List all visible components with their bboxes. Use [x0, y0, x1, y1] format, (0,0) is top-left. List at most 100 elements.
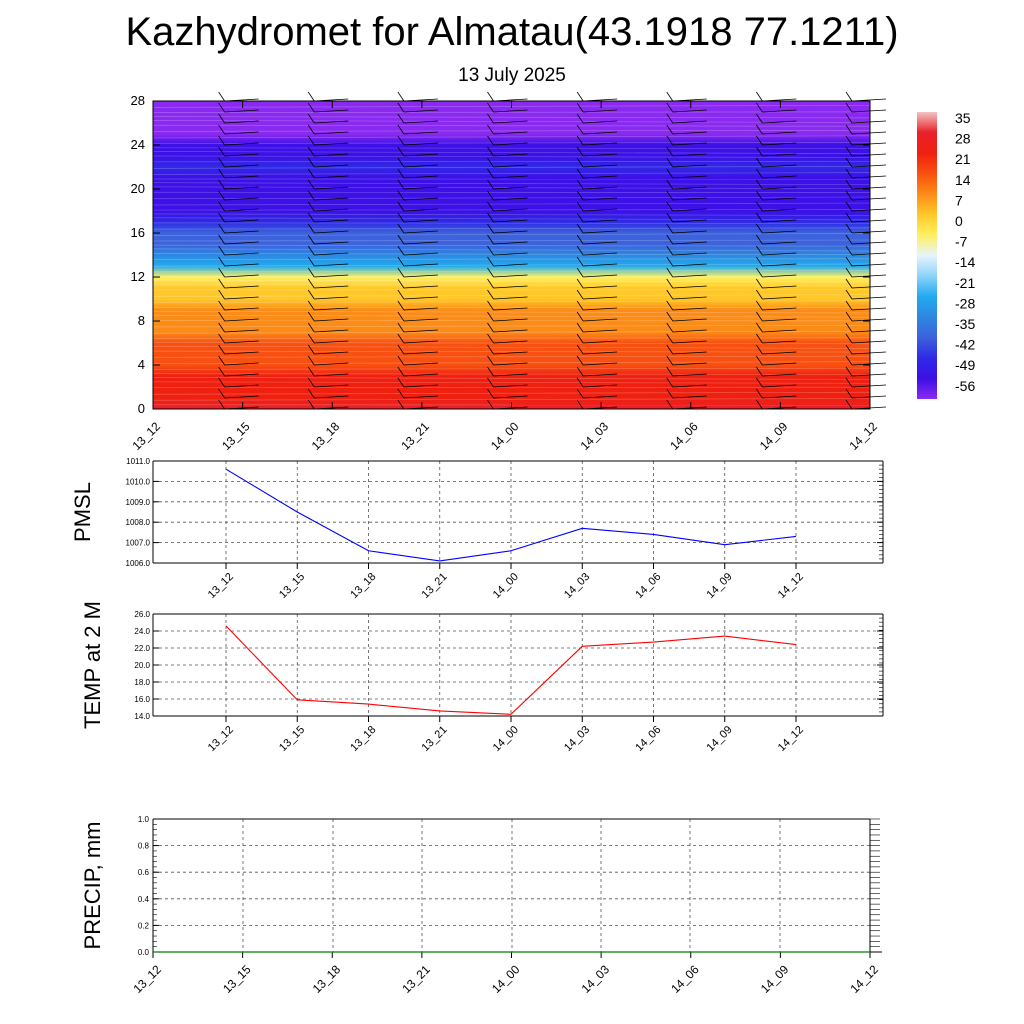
- wind-barb-flag: [576, 344, 584, 355]
- wind-barb-shaft: [672, 197, 707, 201]
- x-tick-label: 14_09: [705, 571, 735, 601]
- contour-line: [152, 213, 871, 216]
- y-tick-label: 1010.0: [126, 477, 151, 486]
- wind-barb-shaft: [851, 384, 887, 388]
- wind-barb-shaft: [314, 296, 349, 300]
- wind-barb-shaft: [493, 263, 528, 267]
- y-tick-label: 1008.0: [126, 518, 151, 527]
- wind-barb-shaft: [493, 219, 528, 223]
- y-tick-label: 20.0: [134, 661, 150, 670]
- x-tick-label: 14_06: [633, 724, 663, 754]
- wind-barb-shaft: [314, 362, 349, 366]
- wind-barb-flag: [307, 267, 315, 278]
- wind-barb-flag: [845, 278, 853, 289]
- wind-barb-shaft: [314, 186, 349, 190]
- wind-barb-flag: [666, 278, 674, 289]
- wind-barb-shaft: [403, 197, 438, 201]
- contour-line: [152, 116, 871, 119]
- contour-line: [152, 398, 871, 401]
- wind-barb-flag: [307, 179, 315, 190]
- wind-barb-flag: [307, 399, 315, 410]
- wind-barb-shaft: [672, 153, 707, 157]
- wind-barb-flag: [487, 322, 494, 333]
- wind-barb-flag: [845, 388, 853, 399]
- wind-barb-shaft: [493, 362, 528, 366]
- wind-barb-shaft: [314, 395, 349, 399]
- wind-barb-flag: [576, 311, 584, 322]
- wind-barb-flag: [845, 179, 853, 190]
- wind-barb-shaft: [583, 340, 618, 344]
- wind-barb-shaft: [314, 329, 349, 333]
- x-tick-label: 14_09: [757, 419, 791, 453]
- wind-barb-shaft: [851, 329, 887, 333]
- wind-barb-shaft: [403, 296, 438, 300]
- wind-barb-shaft: [762, 219, 797, 223]
- wind-barb-flag: [756, 91, 763, 102]
- wind-barb-flag: [756, 168, 763, 179]
- wind-barb-shaft: [493, 285, 528, 289]
- wind-barb-flag: [756, 388, 763, 399]
- wind-barb-flag: [487, 190, 494, 201]
- wind-barb-flag: [845, 91, 853, 102]
- contour-line: [152, 300, 871, 303]
- wind-barb-flag: [218, 377, 225, 388]
- wind-barb-shaft: [583, 274, 618, 278]
- series-line: [225, 468, 797, 562]
- wind-barb-shaft: [583, 318, 618, 322]
- wind-barb-flag: [487, 91, 494, 102]
- wind-barb-shaft: [224, 153, 259, 157]
- wind-barb-shaft: [314, 340, 349, 344]
- wind-barb-flag: [487, 234, 494, 245]
- wind-barb-flag: [218, 124, 225, 135]
- wind-barb-shaft: [314, 164, 349, 168]
- wind-barb-flag: [756, 146, 763, 157]
- contour-line: [152, 172, 871, 175]
- wind-barb-flag: [666, 212, 674, 223]
- wind-barb-flag: [487, 366, 494, 377]
- y-tick-label: 12: [131, 269, 145, 284]
- wind-barb-shaft: [583, 153, 618, 157]
- wind-barb-shaft: [403, 285, 438, 289]
- wind-barb-shaft: [224, 208, 259, 212]
- wind-barb-flag: [666, 388, 674, 399]
- wind-barb-shaft: [762, 395, 797, 399]
- wind-barb-shaft: [314, 318, 349, 322]
- wind-barb-shaft: [762, 329, 797, 333]
- wind-barb-flag: [397, 300, 405, 311]
- wind-barb-shaft: [672, 230, 707, 234]
- wind-barb-shaft: [851, 296, 887, 300]
- wind-barb-shaft: [403, 362, 438, 366]
- wind-barb-flag: [487, 333, 494, 344]
- wind-barb-shaft: [762, 373, 797, 377]
- wind-barb-shaft: [224, 131, 259, 135]
- wind-barb-flag: [845, 135, 853, 146]
- wind-barb-shaft: [583, 395, 618, 399]
- wind-barb-shaft: [851, 109, 887, 113]
- wind-barb-flag: [218, 212, 225, 223]
- wind-barb-shaft: [851, 318, 887, 322]
- wind-barb-flag: [218, 333, 225, 344]
- wind-barb-flag: [756, 135, 763, 146]
- wind-barb-shaft: [672, 384, 707, 388]
- wind-barb-flag: [845, 355, 853, 366]
- y-tick-label: 18.0: [134, 678, 150, 687]
- wind-barb-flag: [845, 333, 853, 344]
- wind-barb-shaft: [762, 296, 797, 300]
- x-tick-label: 13_21: [399, 962, 433, 996]
- contour-line: [152, 196, 871, 200]
- wind-barb-shaft: [314, 373, 349, 377]
- wind-barb-shaft: [314, 285, 349, 289]
- wind-barb-shaft: [672, 362, 707, 366]
- y-tick-label: 24: [131, 137, 145, 152]
- wind-barb-shaft: [493, 296, 528, 300]
- wind-barb-shaft: [403, 384, 438, 388]
- colorbar-label: -28: [955, 295, 975, 311]
- x-tick-label: 14_12: [776, 571, 806, 601]
- wind-barb-shaft: [851, 285, 887, 289]
- wind-barb-flag: [576, 102, 584, 113]
- wind-barb-shaft: [403, 307, 438, 311]
- wind-barb-shaft: [493, 241, 528, 245]
- wind-barb-flag: [845, 146, 853, 157]
- wind-barb-shaft: [224, 241, 259, 245]
